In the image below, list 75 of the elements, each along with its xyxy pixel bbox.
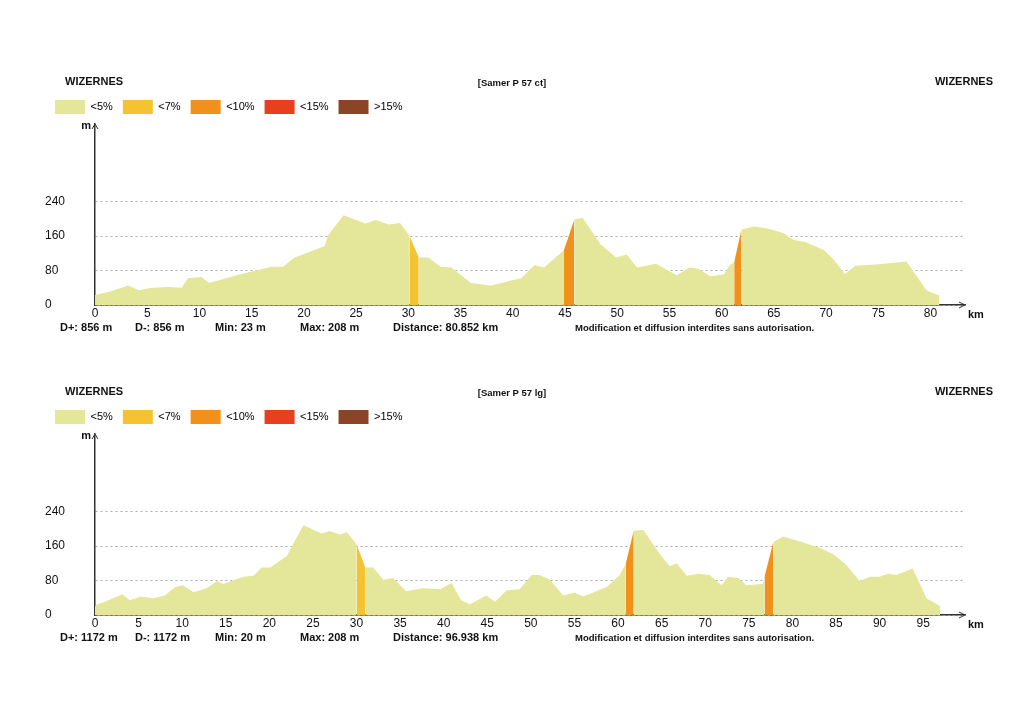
x-tick-label: 30 [349, 615, 364, 630]
text: Min: 20 m [215, 631, 266, 643]
x-tick-label: 65 [654, 615, 669, 630]
x-tick-label: 90 [872, 615, 887, 630]
y-axis-title: m [81, 119, 92, 132]
legend-label: >15% [374, 100, 403, 113]
x-tick-label: 20 [297, 305, 311, 320]
x-tick-label: 95 [916, 615, 931, 630]
x-tick-label: 10 [175, 615, 190, 630]
text: Modification et diffusion interdites sans autorisation. [575, 322, 815, 333]
text: Distance: 80.852 km [393, 321, 499, 333]
x-tick-label: 55 [567, 615, 582, 630]
x-tick-label: 80 [785, 615, 800, 630]
text: Distance: 96.938 km [393, 631, 499, 643]
text: WIZERNES [934, 385, 993, 397]
legend-label: >15% [374, 410, 403, 423]
text: D+: 856 m [60, 321, 113, 333]
x-axis-title: km [968, 307, 985, 320]
x-axis-title: km [968, 617, 985, 630]
legend-label: <5% [90, 410, 114, 423]
text: D-: 856 m [135, 321, 185, 333]
x-tick-label: 85 [829, 615, 843, 630]
x-tick-label: 45 [480, 615, 495, 630]
x-tick-label: 30 [401, 305, 416, 320]
x-tick-label: 40 [437, 615, 451, 630]
y-tick-label: 160 [45, 538, 66, 553]
x-tick-label: 45 [558, 305, 572, 320]
text: Modification et diffusion interdites sans autorisation. [575, 632, 815, 643]
x-tick-label: 10 [192, 305, 207, 320]
y-tick-label: 160 [45, 228, 66, 243]
text: D+: 1172 m [60, 631, 118, 643]
x-tick-label: 40 [506, 305, 520, 320]
text: WIZERNES [65, 75, 124, 87]
x-tick-label: 5 [135, 615, 143, 630]
text: WIZERNES [65, 385, 124, 397]
x-tick-label: 15 [244, 305, 259, 320]
y-axis-title: m [81, 429, 92, 442]
x-tick-label: 35 [393, 615, 408, 630]
x-tick-label: 5 [143, 305, 151, 320]
x-tick-label: 80 [923, 305, 938, 320]
x-tick-label: 55 [662, 305, 677, 320]
x-tick-label: 75 [871, 305, 886, 320]
x-tick-label: 15 [219, 615, 233, 630]
y-tick-label: 80 [45, 572, 59, 587]
text: Min: 23 m [215, 321, 266, 333]
legend-label: <15% [300, 410, 329, 423]
chart-title: [Samer P 57 lg] [477, 387, 547, 398]
x-tick-label: 60 [611, 615, 626, 630]
x-tick-label: 70 [819, 305, 834, 320]
x-tick-label: 0 [91, 615, 99, 630]
text: D-: 1172 m [135, 631, 191, 643]
x-tick-label: 70 [698, 615, 713, 630]
x-tick-label: 0 [91, 305, 99, 320]
x-tick-label: 25 [349, 305, 364, 320]
text: WIZERNES [934, 75, 993, 87]
text: Max: 208 m [300, 631, 360, 643]
text: Max: 208 m [300, 321, 360, 333]
x-tick-label: 65 [767, 305, 781, 320]
x-tick-label: 60 [714, 305, 729, 320]
legend-label: <10% [226, 100, 255, 113]
legend-label: <15% [300, 100, 329, 113]
y-tick-label: 240 [45, 503, 66, 518]
chart-title: [Samer P 57 ct] [477, 77, 547, 88]
x-tick-label: 50 [610, 305, 625, 320]
x-tick-label: 75 [742, 615, 756, 630]
x-tick-label: 25 [306, 615, 320, 630]
legend-label: <10% [226, 410, 255, 423]
legend-label: <7% [158, 410, 181, 423]
legend-label: <7% [158, 100, 181, 113]
x-tick-label: 35 [453, 305, 468, 320]
x-tick-label: 20 [262, 615, 277, 630]
x-tick-label: 50 [524, 615, 538, 630]
legend-label: <5% [90, 100, 114, 113]
y-tick-label: 80 [45, 262, 59, 277]
y-tick-label: 240 [45, 193, 66, 208]
